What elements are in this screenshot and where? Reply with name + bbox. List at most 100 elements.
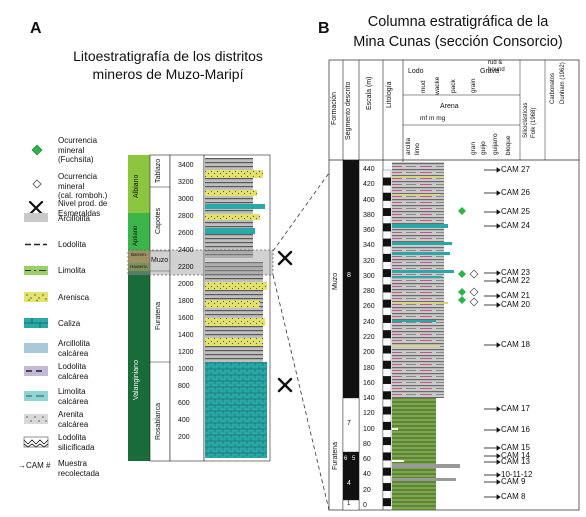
calcite-diamond-icon: [469, 297, 479, 307]
lodolita-swatch: [24, 240, 48, 249]
scale-bar-segment: [382, 467, 392, 476]
scale-bar-segment: [382, 276, 392, 285]
legend-lodcalc-label: Lodolita calcárea: [58, 362, 89, 381]
sample-label: CAM 22: [501, 276, 530, 285]
depth-tick-a: 1600: [178, 315, 194, 322]
scale-tick-b: 420: [363, 181, 375, 189]
depth-tick-a: 400: [178, 417, 190, 424]
scale-bar-segment: [382, 482, 392, 491]
legend-muestra-arrow: →CAM #: [18, 461, 51, 470]
sample-arrow-head: [496, 302, 501, 308]
calcite-diamond-icon: [32, 179, 42, 189]
stage-hauterivano: Hauteriv.: [130, 264, 148, 269]
fuchsita-diamond-icon: [458, 207, 466, 215]
formation-muzo: Muzo: [151, 257, 169, 264]
segment-6: 6: [344, 456, 348, 462]
lodolita-calcarea-swatch: [24, 366, 48, 376]
scale-bar-segment: [382, 429, 392, 438]
sample-label: CAM 8: [501, 492, 526, 501]
legend-calromb-label: Ocurrencia mineral (cal. romboh.): [58, 172, 108, 200]
legend-lodolita-label: Lodolita: [58, 240, 87, 249]
sample-label: CAM 15: [501, 443, 530, 452]
scale-bar-segment: [382, 414, 392, 423]
scale-bar-segment: [382, 437, 392, 446]
calcite-diamond-icon: [469, 269, 479, 279]
pick-hammer-icon: [28, 200, 44, 216]
depth-tick-a: 800: [178, 383, 190, 390]
scale-tick-b: 400: [363, 196, 375, 204]
panel-a-title-line1: Litoestratigrafía de los distritos: [73, 48, 263, 64]
scale-bar-segment: [382, 360, 392, 369]
segment-8: 8: [347, 272, 351, 279]
scale-bar-segment: [382, 299, 392, 308]
sample-arrow-head: [496, 445, 501, 451]
sample-arrow-head: [496, 342, 501, 348]
sample-label: CAM 27: [501, 165, 530, 174]
header-arcilla: arcilla: [405, 138, 412, 155]
scale-tick-b: 320: [363, 257, 375, 265]
fuchsita-diamond-icon: [458, 288, 466, 296]
scale-tick-b: 200: [363, 349, 375, 357]
legend-lodsil-label: Lodolita silicificada: [58, 433, 95, 452]
depth-tick-a: 3200: [178, 179, 194, 186]
sample-arrow-head: [496, 406, 501, 412]
sample-label: CAM 21: [501, 291, 530, 300]
segment-1: 1: [347, 501, 351, 507]
depth-tick-a: 2400: [178, 247, 194, 254]
scale-tick-b: 80: [363, 440, 371, 448]
sample-arrow-head: [496, 459, 501, 465]
scale-bar-segment: [382, 208, 392, 216]
scale-bar-segment: [382, 345, 392, 354]
panel-a-title-line2: mineros de Muzo-Maripí: [92, 66, 244, 82]
scale-bar-segment: [382, 177, 392, 186]
scale-bar-segment: [382, 284, 392, 293]
scale-bar-segment: [382, 498, 392, 507]
scale-bar-segment: [382, 452, 392, 461]
scale-bar-segment: [382, 391, 392, 400]
panel-a-title: Litoestratigrafía de los distritos miner…: [58, 47, 278, 83]
calcite-diamond-icon: [469, 287, 479, 297]
limolita-calcarea-swatch: [24, 391, 48, 401]
depth-tick-a: 2800: [178, 213, 194, 220]
sample-label: CAM 26: [501, 188, 530, 197]
header-carbonatos: Carbonatos: [550, 72, 556, 104]
sample-arrow-head: [496, 167, 501, 173]
scale-bar-segment: [382, 223, 392, 232]
scale-bar-segment: [382, 330, 392, 339]
header-escala: Escala (m): [366, 76, 373, 110]
sample-arrow-head: [496, 223, 501, 229]
legend-arcillolita-label: Arcillolita: [58, 214, 91, 223]
scale-tick-b: 300: [363, 272, 375, 280]
scale-bar-segment: [382, 261, 392, 270]
sample-label: CAM 25: [501, 207, 530, 216]
formation-b-furatena: Furatena: [332, 441, 339, 470]
scale-bar-segment: [382, 376, 392, 384]
header-litologia: Litología: [386, 81, 393, 108]
scale-bar-segment: [382, 269, 392, 278]
scale-bar-segment: [382, 185, 392, 194]
header-gran: gran: [470, 141, 477, 155]
depth-tick-a: 1200: [178, 349, 194, 356]
lodolita-silicificada-swatch: [23, 436, 49, 448]
sample-label: 10-11-12: [501, 470, 533, 479]
scale-tick-b: 0: [363, 502, 367, 509]
sample-arrow-head: [496, 278, 501, 284]
panel-b-title-line1: Columna estratigráfica de la: [367, 14, 549, 30]
scale-bar-segment: [382, 238, 392, 247]
scale-tick-b: 140: [363, 395, 375, 403]
scale-bar-segment: [382, 490, 392, 499]
pick-hammer-icon: [277, 377, 293, 393]
scale-bar-segment: [382, 406, 392, 415]
scale-tick-b: 280: [363, 288, 375, 296]
scale-bar-segment: [382, 322, 392, 331]
scale-bar-segment: [382, 230, 392, 239]
scale-tick-b: 440: [363, 166, 375, 173]
scale-bar-segment: [382, 307, 392, 316]
sample-label: CAM 18: [501, 340, 530, 349]
legend-arenisca-label: Arenisca: [58, 293, 90, 302]
header-guijo: guijo: [480, 141, 487, 155]
legend-arencalc-label: Arenita calcárea: [58, 410, 89, 429]
header-grava: Grava: [480, 68, 500, 75]
scale-bar-segment: [382, 398, 392, 407]
